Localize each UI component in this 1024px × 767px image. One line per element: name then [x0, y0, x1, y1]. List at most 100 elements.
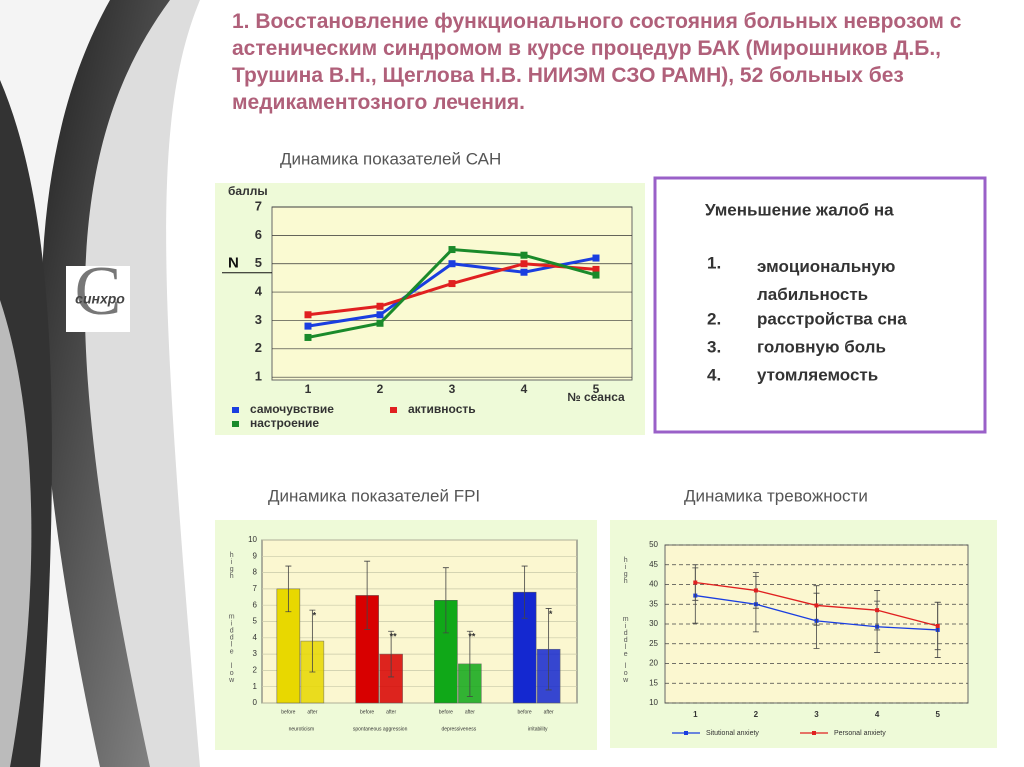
legend-label: Personal anxiety	[834, 730, 886, 737]
bar-label: before	[281, 709, 295, 715]
error-bar	[364, 560, 371, 631]
y-tick-label: 2	[255, 340, 262, 355]
point	[814, 603, 819, 608]
point	[520, 260, 528, 268]
error-bar	[285, 565, 292, 613]
error-bar	[466, 630, 473, 697]
legend-label: настроение	[250, 416, 319, 430]
legend-swatch	[812, 731, 816, 735]
bar-label: before	[518, 709, 532, 715]
point	[304, 322, 312, 330]
significance: **	[390, 632, 398, 642]
point	[592, 265, 600, 273]
bar-label: before	[360, 709, 374, 715]
complaints-heading: Уменьшение жалоб на	[705, 200, 894, 219]
y-tick-label: 6	[253, 600, 258, 609]
x-tick-label: 1	[693, 710, 698, 719]
x-tick-label: 4	[521, 382, 528, 396]
item-number: 4.	[707, 365, 721, 384]
x-tick-label: 5	[593, 382, 600, 396]
x-tick-label: 3	[449, 382, 456, 396]
error-bar	[309, 609, 316, 673]
logo: C синхро	[66, 253, 130, 332]
point	[304, 333, 312, 341]
side-label: middle	[622, 616, 629, 658]
annotation: N	[228, 255, 239, 272]
side-label: middle	[228, 613, 235, 655]
x-tick-label: 2	[377, 382, 384, 396]
legend-label: Situtional anxiety	[706, 730, 759, 737]
y-tick-label: 3	[253, 649, 258, 658]
legend-swatch	[390, 407, 397, 413]
chart-title: Динамика показателей САН	[280, 149, 501, 168]
significance: *	[313, 610, 317, 620]
legend-label: активность	[408, 402, 476, 416]
legend-swatch	[232, 421, 239, 427]
y-tick-label: 30	[649, 619, 658, 628]
x-tick-label: depressiveness	[442, 726, 477, 732]
item-wrap: эмоциональную лабильность	[757, 257, 895, 304]
error-bar	[545, 608, 552, 691]
error-bar	[521, 565, 528, 619]
item-text: головную боль	[757, 337, 886, 356]
x-tick-label: 2	[754, 710, 759, 719]
x-tick-label: 1	[305, 382, 312, 396]
point	[875, 608, 880, 613]
title-box: 1. Восстановление функционального состоя…	[232, 10, 961, 114]
chart-title: Динамика показателей FPI	[268, 486, 480, 505]
y-tick-label: 1	[255, 369, 262, 384]
point	[693, 580, 698, 585]
error-bar	[442, 567, 449, 634]
error-bar	[388, 630, 395, 678]
point	[448, 280, 456, 288]
y-tick-label: 40	[649, 580, 658, 589]
point	[448, 246, 456, 254]
y-tick-label: 35	[649, 599, 658, 608]
x-axis-label: № сеанса	[567, 390, 625, 404]
y-axis-label: баллы	[228, 184, 268, 198]
bar-label: after	[544, 709, 554, 715]
bar-label: after	[307, 709, 317, 715]
point	[520, 251, 528, 259]
y-tick-label: 7	[253, 584, 258, 593]
y-tick-label: 20	[649, 659, 658, 668]
plot-area	[271, 206, 633, 381]
item-text: расстройства сна	[757, 309, 907, 328]
y-tick-label: 50	[649, 540, 658, 549]
y-tick-label: 10	[649, 698, 658, 707]
legend-swatch	[684, 731, 688, 735]
point	[592, 254, 600, 262]
item-number: 2.	[707, 309, 721, 328]
point	[304, 311, 312, 319]
side-label: high	[228, 552, 235, 580]
y-tick-label: 0	[253, 698, 258, 707]
point	[448, 260, 456, 268]
logo-text: синхро	[75, 291, 125, 307]
legend-label: самочувствие	[250, 402, 334, 416]
y-tick-label: 15	[649, 678, 658, 687]
text-box	[653, 176, 987, 434]
y-tick-label: 4	[253, 633, 258, 642]
point	[376, 311, 384, 319]
x-tick-label: spontaneous aggression	[353, 726, 408, 732]
item-number: 3.	[707, 337, 721, 356]
chart-title: Динамика тревожности	[684, 486, 868, 505]
significance: *	[549, 609, 553, 619]
side-label: low	[622, 663, 629, 684]
bar-label: after	[386, 709, 396, 715]
significance: **	[468, 632, 476, 642]
y-tick-label: 1	[253, 682, 258, 691]
side-label: low	[228, 663, 235, 684]
y-tick-label: 7	[255, 198, 262, 213]
point	[520, 268, 528, 276]
point	[592, 271, 600, 279]
y-tick-label: 4	[255, 284, 263, 299]
item-number: 1.	[707, 253, 721, 272]
point	[753, 588, 758, 593]
point	[376, 319, 384, 327]
y-tick-label: 8	[253, 568, 258, 577]
x-tick-label: neuroticism	[289, 726, 315, 732]
x-tick-label: 3	[814, 710, 819, 719]
decoration	[0, 0, 200, 767]
